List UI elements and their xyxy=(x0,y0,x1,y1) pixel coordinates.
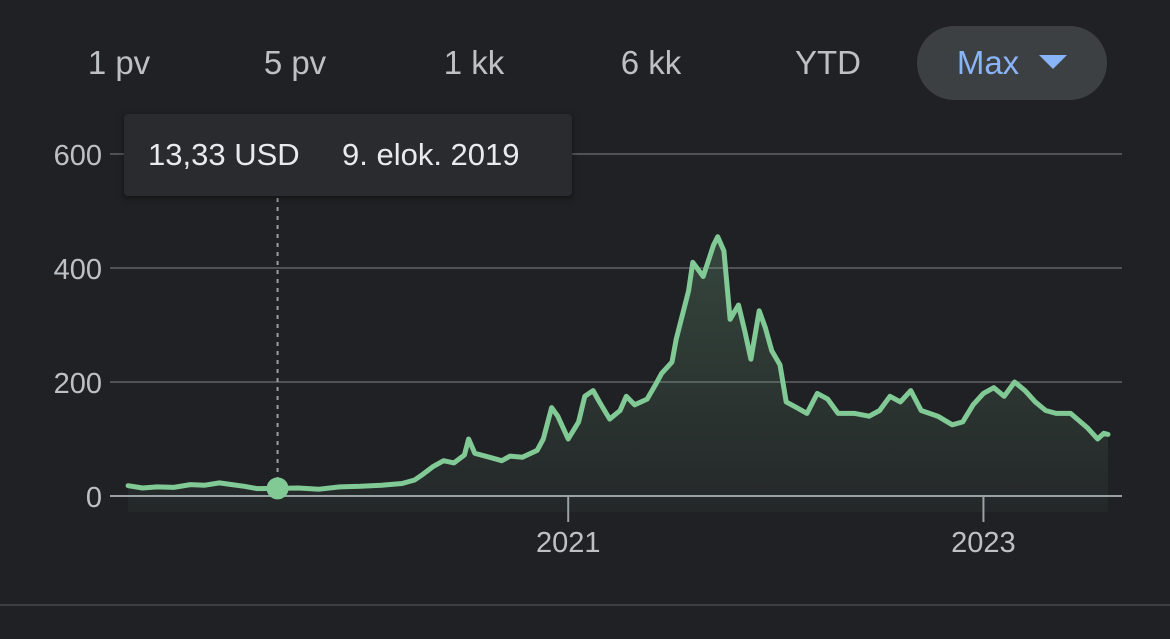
bottom-divider xyxy=(0,604,1170,606)
range-5-days[interactable]: 5 pv xyxy=(263,44,327,81)
x-axis-ticks: 2021 2023 xyxy=(536,496,1016,559)
tooltip-date: 9. elok. 2019 xyxy=(342,137,520,172)
dropdown-caret-icon xyxy=(1039,55,1068,70)
price-line xyxy=(125,234,1111,492)
y-tick-label: 200 xyxy=(54,368,102,400)
price-tooltip: 13,33 USD 9. elok. 2019 xyxy=(124,114,572,196)
x-tick-label: 2021 xyxy=(536,527,601,559)
range-max-dropdown[interactable]: Max xyxy=(917,26,1107,100)
highlight-point[interactable] xyxy=(266,477,289,500)
range-1-day[interactable]: 1 pv xyxy=(87,44,151,81)
time-range-selector: 1 pv 5 pv 1 kk 6 kk YTD Max xyxy=(0,26,1170,102)
y-tick-label: 0 xyxy=(86,482,102,514)
y-tick-label: 400 xyxy=(54,254,102,286)
x-tick-label: 2023 xyxy=(951,527,1016,559)
range-1-month[interactable]: 1 kk xyxy=(443,44,505,81)
range-max-label: Max xyxy=(956,44,1020,81)
price-area xyxy=(128,236,1109,512)
tooltip-value: 13,33 USD xyxy=(148,137,300,172)
y-tick-label: 600 xyxy=(54,140,102,172)
y-axis-ticks: 0 200 400 600 xyxy=(54,140,102,514)
range-ytd[interactable]: YTD xyxy=(795,44,861,81)
range-6-months[interactable]: 6 kk xyxy=(620,44,682,81)
